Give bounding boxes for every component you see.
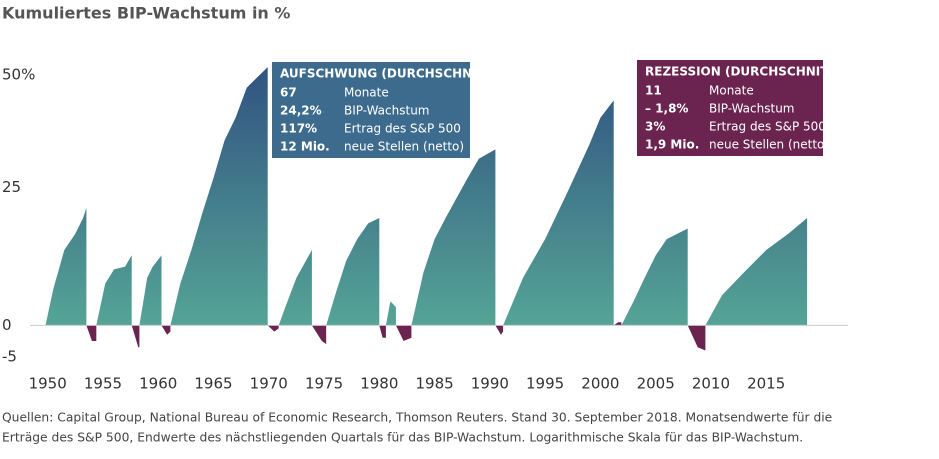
area xyxy=(687,325,706,351)
x-tick-label: 1980 xyxy=(360,375,398,393)
annotation-box xyxy=(272,62,470,158)
area xyxy=(495,325,504,335)
area xyxy=(385,301,396,326)
area xyxy=(613,322,622,326)
y-tick-label: -5 xyxy=(2,348,17,366)
area xyxy=(326,218,380,326)
annotation-value: 12 Mio. xyxy=(280,140,330,154)
y-tick-label: 50% xyxy=(2,66,35,84)
y-tick-label: 25 xyxy=(2,178,21,196)
annotation-title: AUFSCHWUNG (DURCHSCHNITT) xyxy=(280,67,499,81)
area xyxy=(311,325,327,345)
area xyxy=(705,218,808,326)
area xyxy=(395,325,412,341)
x-tick-label: 2000 xyxy=(581,375,619,393)
annotation-label: neue Stellen (netto) xyxy=(709,138,829,152)
annotation-label: Monate xyxy=(344,86,389,100)
area xyxy=(96,255,132,326)
area xyxy=(86,325,97,341)
area xyxy=(131,325,140,348)
x-tick-label: 1970 xyxy=(250,375,288,393)
area xyxy=(621,228,688,326)
x-tick-label: 1965 xyxy=(194,375,232,393)
annotation-value: 1,9 Mio. xyxy=(645,138,699,152)
annotation-box xyxy=(637,60,823,156)
x-tick-label: 2015 xyxy=(747,375,785,393)
area xyxy=(503,100,614,326)
annotation-label: BIP-Wachstum xyxy=(709,102,795,116)
x-tick-label: 1985 xyxy=(415,375,453,393)
area xyxy=(45,207,87,326)
area xyxy=(267,325,279,332)
annotation-label: Ertrag des S&P 500 xyxy=(344,122,461,136)
x-tick-label: 2010 xyxy=(692,375,730,393)
annotation-label: BIP-Wachstum xyxy=(344,104,430,118)
area xyxy=(411,149,496,326)
x-tick-label: 1950 xyxy=(29,375,67,393)
annotation-value: 67 xyxy=(280,86,297,100)
source-note: Erträge des S&P 500, Endwerte des nächst… xyxy=(2,431,803,445)
annotation-value: 11 xyxy=(645,84,662,98)
annotation-label: neue Stellen (netto) xyxy=(344,140,464,154)
annotation-value: – 1,8% xyxy=(645,102,688,116)
area xyxy=(139,255,162,326)
chart-title: Kumuliertes BIP-Wachstum in % xyxy=(2,4,290,23)
area xyxy=(278,250,312,326)
source-note: Quellen: Capital Group, National Bureau … xyxy=(2,411,832,425)
area xyxy=(161,325,171,335)
y-tick-label: 0 xyxy=(2,316,12,334)
annotation-value: 3% xyxy=(645,120,665,134)
x-tick-label: 1995 xyxy=(526,375,564,393)
annotation-title: REZESSION (DURCHSCHNITT) xyxy=(645,65,842,79)
annotation-label: Monate xyxy=(709,84,754,98)
annotation-value: 24,2% xyxy=(280,104,322,118)
area xyxy=(170,67,268,326)
x-tick-label: 1960 xyxy=(139,375,177,393)
area xyxy=(379,325,386,338)
x-tick-label: 1990 xyxy=(471,375,509,393)
x-tick-label: 1975 xyxy=(305,375,343,393)
annotation-label: Ertrag des S&P 500 xyxy=(709,120,826,134)
x-tick-label: 2005 xyxy=(637,375,675,393)
annotation-value: 117% xyxy=(280,122,317,136)
x-tick-label: 1955 xyxy=(84,375,122,393)
